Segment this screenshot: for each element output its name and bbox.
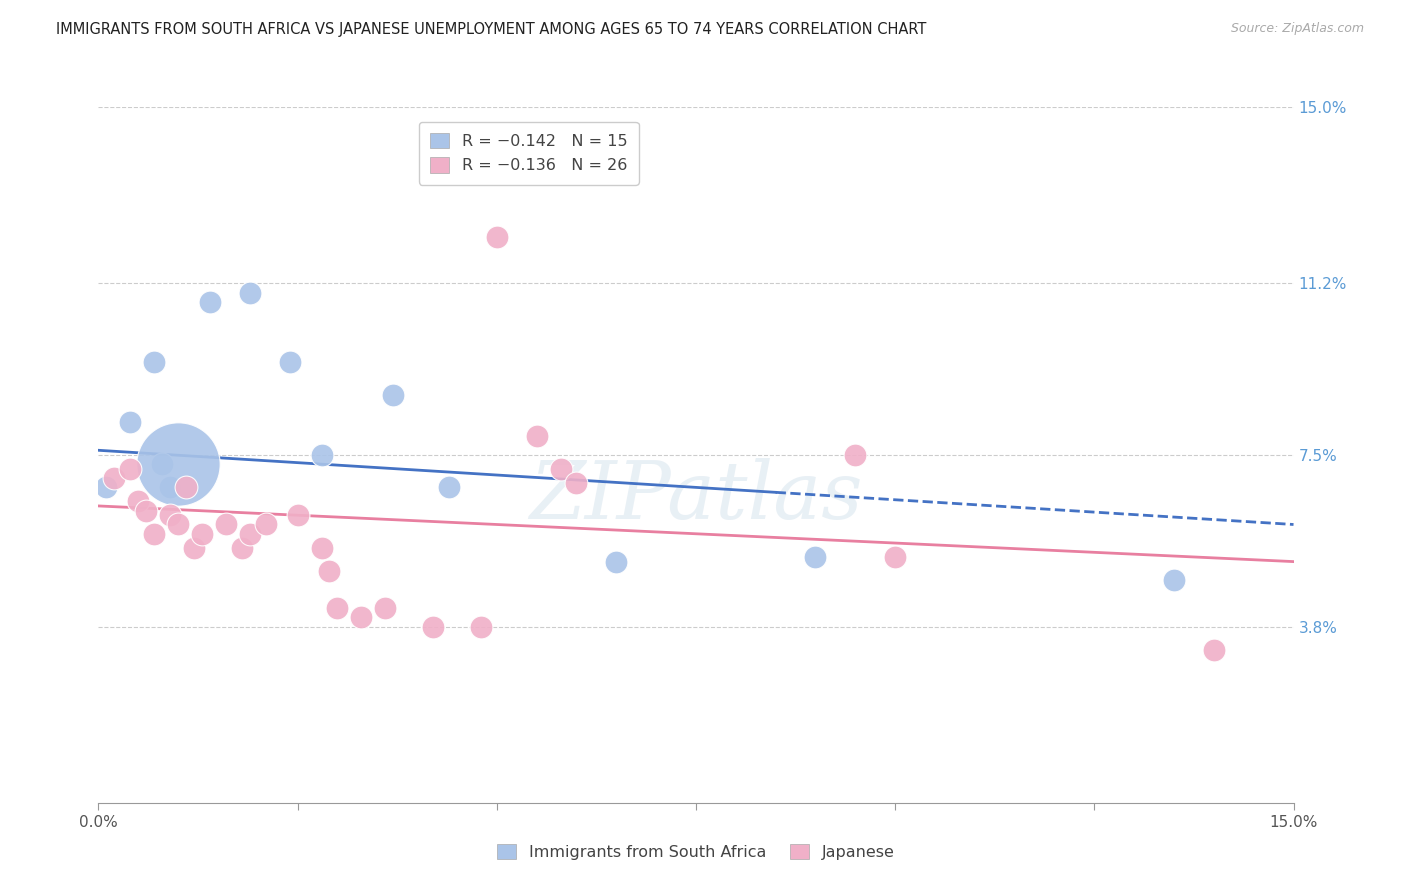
Point [550, 462, 572, 476]
Point [239, 526, 262, 541]
Point [311, 541, 333, 555]
Point [485, 230, 508, 244]
Point [127, 494, 149, 508]
Point [143, 526, 166, 541]
Point [231, 541, 253, 555]
Point [278, 355, 301, 369]
Point [287, 508, 309, 523]
Legend: Immigrants from South Africa, Japanese: Immigrants from South Africa, Japanese [485, 833, 907, 871]
Point [183, 541, 205, 555]
Point [96, 480, 118, 494]
Point [1163, 573, 1185, 587]
Point [565, 475, 588, 490]
Point [326, 601, 349, 615]
Point [437, 480, 460, 494]
Point [159, 508, 181, 523]
Point [804, 549, 827, 564]
Text: ZIPatlas: ZIPatlas [529, 458, 863, 535]
Point [350, 610, 373, 624]
Point [526, 429, 548, 443]
Point [884, 549, 907, 564]
Point [215, 517, 238, 532]
Text: Source: ZipAtlas.com: Source: ZipAtlas.com [1230, 22, 1364, 36]
Point [198, 294, 221, 309]
Point [191, 526, 214, 541]
Point [470, 619, 492, 633]
Point [167, 457, 190, 471]
Point [318, 564, 340, 578]
Point [135, 503, 157, 517]
Point [254, 517, 277, 532]
Point [374, 601, 396, 615]
Point [150, 457, 173, 471]
Point [239, 285, 262, 300]
Text: IMMIGRANTS FROM SOUTH AFRICA VS JAPANESE UNEMPLOYMENT AMONG AGES 65 TO 74 YEARS : IMMIGRANTS FROM SOUTH AFRICA VS JAPANESE… [56, 22, 927, 37]
Point [422, 619, 444, 633]
Point [143, 355, 166, 369]
Point [605, 555, 627, 569]
Point [311, 448, 333, 462]
Point [167, 517, 190, 532]
Point [844, 448, 866, 462]
Point [120, 416, 142, 430]
Point [1202, 642, 1225, 657]
Point [159, 480, 181, 494]
Point [382, 387, 405, 401]
Point [174, 480, 197, 494]
Point [120, 462, 142, 476]
Point [103, 471, 125, 485]
